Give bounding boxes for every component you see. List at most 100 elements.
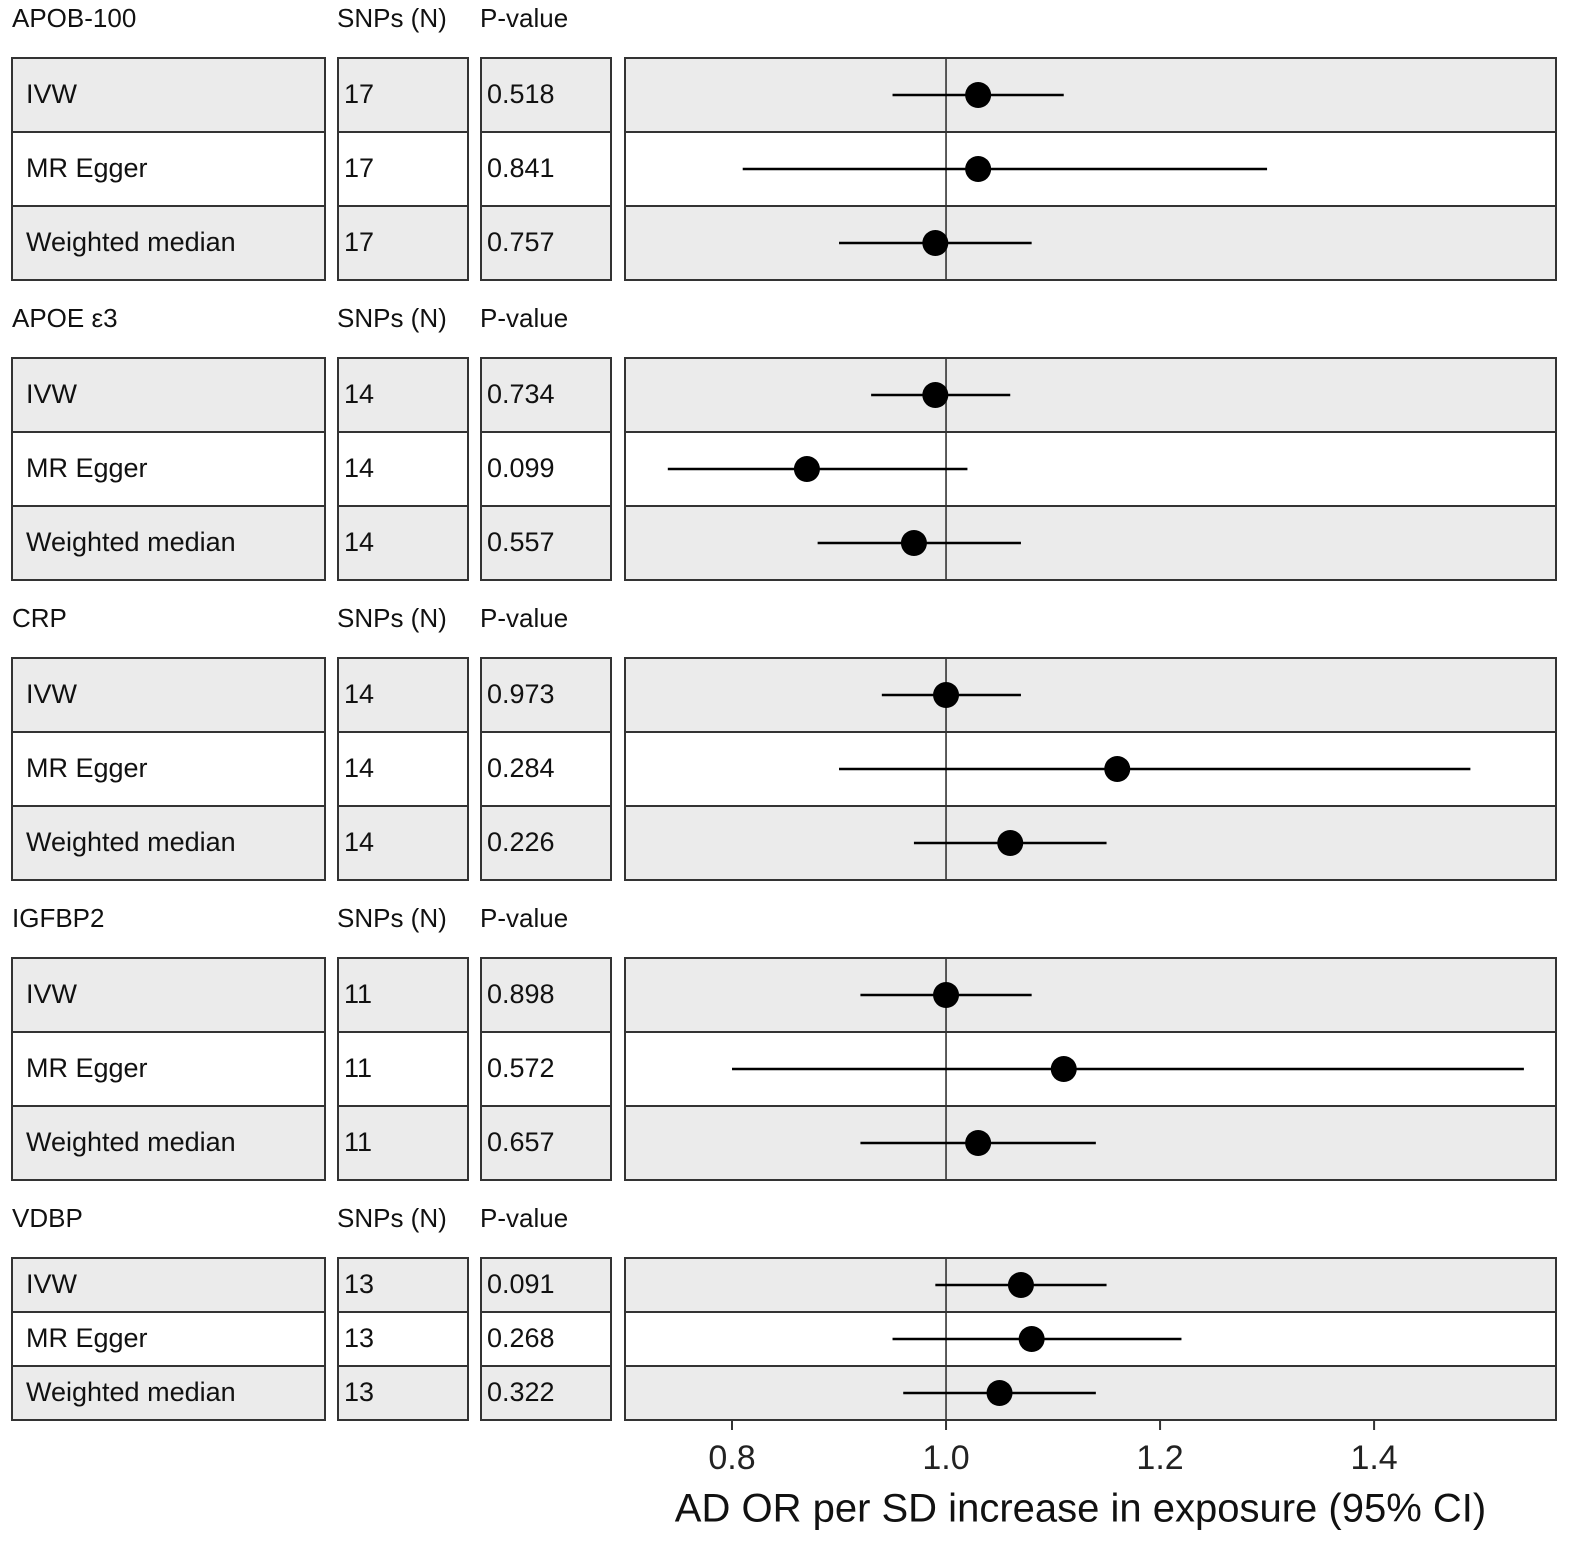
pvalue-value: 0.226 xyxy=(487,827,555,857)
point-estimate xyxy=(793,456,820,482)
pvalue-column-header: P-value xyxy=(480,903,568,933)
pvalue-column-header: P-value xyxy=(480,303,568,333)
point-estimate xyxy=(922,382,949,408)
pvalue-cell xyxy=(480,1365,612,1421)
snps-value: 17 xyxy=(344,227,374,257)
pvalue-cell xyxy=(480,731,612,807)
snps-cell xyxy=(337,1031,469,1107)
method-label: MR Egger xyxy=(26,1053,148,1083)
snps-cell xyxy=(337,205,469,281)
x-tick-label: 1.4 xyxy=(1350,1439,1397,1477)
method-cell xyxy=(11,957,326,1033)
pvalue-cell xyxy=(480,805,612,881)
snps-cell xyxy=(337,657,469,733)
method-label: MR Egger xyxy=(26,453,148,483)
method-label: Weighted median xyxy=(26,227,236,257)
pvalue-value: 0.557 xyxy=(487,527,555,557)
plot-row-band xyxy=(624,357,1557,433)
x-tick-label: 1.2 xyxy=(1136,1439,1183,1477)
point-estimate xyxy=(1018,1326,1045,1352)
method-label: MR Egger xyxy=(26,1323,148,1353)
snps-cell xyxy=(337,731,469,807)
pvalue-cell xyxy=(480,657,612,733)
method-cell xyxy=(11,431,326,507)
snps-cell xyxy=(337,131,469,207)
plot-row-band xyxy=(624,505,1557,581)
snps-value: 13 xyxy=(344,1377,374,1407)
point-estimate xyxy=(965,156,992,182)
x-axis-title: AD OR per SD increase in exposure (95% C… xyxy=(675,1487,1486,1531)
pvalue-value: 0.734 xyxy=(487,379,555,409)
group-title: APOB-100 xyxy=(12,3,136,33)
pvalue-value: 0.268 xyxy=(487,1323,555,1353)
snps-value: 14 xyxy=(344,379,374,409)
snps-value: 11 xyxy=(344,1127,372,1157)
method-cell xyxy=(11,805,326,881)
method-cell xyxy=(11,1311,326,1367)
method-cell xyxy=(11,731,326,807)
snps-value: 14 xyxy=(344,827,374,857)
method-label: Weighted median xyxy=(26,1377,236,1407)
method-cell xyxy=(11,131,326,207)
point-estimate xyxy=(965,1130,992,1156)
snps-cell xyxy=(337,1311,469,1367)
pvalue-value: 0.091 xyxy=(487,1269,555,1299)
snps-value: 14 xyxy=(344,679,374,709)
snps-column-header: SNPs (N) xyxy=(337,603,447,633)
snps-value: 14 xyxy=(344,753,374,783)
snps-value: 11 xyxy=(344,979,372,1009)
snps-value: 17 xyxy=(344,153,374,183)
snps-cell xyxy=(337,505,469,581)
snps-column-header: SNPs (N) xyxy=(337,303,447,333)
pvalue-cell xyxy=(480,505,612,581)
pvalue-cell xyxy=(480,205,612,281)
method-label: IVW xyxy=(26,679,78,709)
group-title: CRP xyxy=(12,603,67,633)
point-estimate xyxy=(986,1380,1013,1406)
pvalue-value: 0.518 xyxy=(487,79,555,109)
plot-row-band xyxy=(624,657,1557,733)
point-estimate xyxy=(1007,1272,1034,1298)
method-label: Weighted median xyxy=(26,527,236,557)
x-tick-label: 0.8 xyxy=(708,1439,755,1477)
snps-value: 13 xyxy=(344,1323,374,1353)
snps-cell xyxy=(337,805,469,881)
method-label: Weighted median xyxy=(26,1127,236,1157)
x-tick-label: 1.0 xyxy=(922,1439,969,1477)
snps-cell xyxy=(337,1105,469,1181)
group-title: APOE ε3 xyxy=(12,303,118,333)
pvalue-cell xyxy=(480,131,612,207)
group-title: IGFBP2 xyxy=(12,903,104,933)
pvalue-value: 0.757 xyxy=(487,227,555,257)
plot-row-band xyxy=(624,957,1557,1033)
snps-cell xyxy=(337,357,469,433)
method-label: IVW xyxy=(26,979,78,1009)
method-cell xyxy=(11,57,326,133)
point-estimate xyxy=(965,82,992,108)
pvalue-value: 0.572 xyxy=(487,1053,555,1083)
pvalue-value: 0.284 xyxy=(487,753,555,783)
plot-row-band xyxy=(624,57,1557,133)
snps-value: 11 xyxy=(344,1053,372,1083)
method-label: MR Egger xyxy=(26,753,148,783)
pvalue-cell xyxy=(480,57,612,133)
snps-cell xyxy=(337,1365,469,1421)
point-estimate xyxy=(997,830,1024,856)
pvalue-column-header: P-value xyxy=(480,3,568,33)
pvalue-value: 0.322 xyxy=(487,1377,555,1407)
snps-value: 14 xyxy=(344,453,374,483)
point-estimate xyxy=(1104,756,1131,782)
plot-row-band xyxy=(624,805,1557,881)
pvalue-value: 0.099 xyxy=(487,453,555,483)
point-estimate xyxy=(900,530,927,556)
pvalue-cell xyxy=(480,1257,612,1313)
pvalue-value: 0.973 xyxy=(487,679,555,709)
point-estimate xyxy=(922,230,949,256)
method-cell xyxy=(11,505,326,581)
pvalue-value: 0.841 xyxy=(487,153,555,183)
method-label: IVW xyxy=(26,1269,78,1299)
method-label: MR Egger xyxy=(26,153,148,183)
snps-value: 13 xyxy=(344,1269,374,1299)
point-estimate xyxy=(933,682,960,708)
